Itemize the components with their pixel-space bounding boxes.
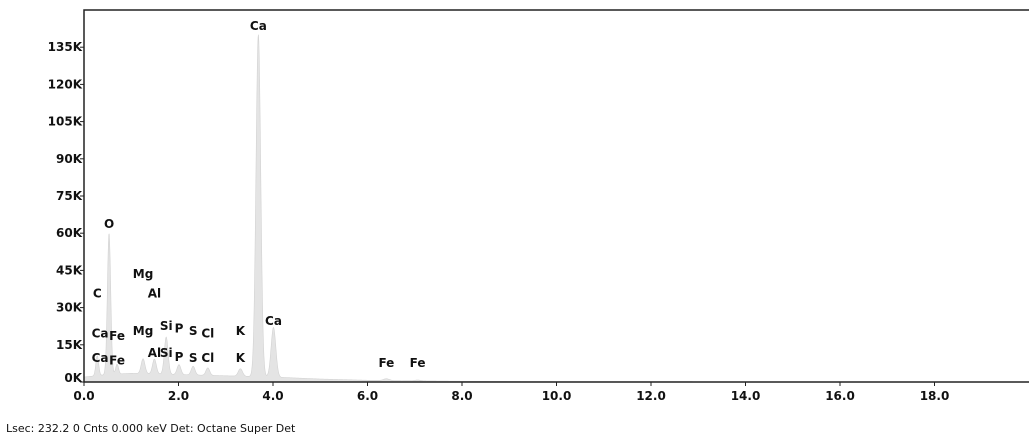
peak-label-p: P <box>175 321 184 335</box>
peak-label-ca: Ca <box>92 326 109 340</box>
x-tick-label: 10.0 <box>542 389 572 403</box>
peak-label-s: S <box>189 324 198 338</box>
y-tick-label: 75K <box>56 189 83 203</box>
x-tick-label: 0.0 <box>73 389 94 403</box>
peak-label-si: Si <box>160 319 173 333</box>
peak-label-p: P <box>175 350 184 364</box>
x-tick-label: 2.0 <box>168 389 189 403</box>
peak-label-mg: Mg <box>133 324 154 338</box>
peak-label-ca: Ca <box>265 314 282 328</box>
peak-label-al: Al <box>148 287 161 301</box>
y-tick-label: 45K <box>56 263 83 277</box>
peak-label-c: C <box>93 287 102 301</box>
y-tick-label: 60K <box>56 226 83 240</box>
peak-label-fe: Fe <box>410 356 426 370</box>
x-tick-label: 6.0 <box>357 389 378 403</box>
y-tick-label: 0K <box>64 371 82 385</box>
x-tick-label: 12.0 <box>636 389 666 403</box>
peak-label-ca: Ca <box>250 19 267 33</box>
x-axis: 0.0 2.0 4.0 6.0 8.0 10.0 12.0 14.0 16.0 18.0 <box>73 382 949 403</box>
peak-label-cl: Cl <box>201 326 214 340</box>
peak-label-si: Si <box>160 346 173 360</box>
y-tick-label: 90K <box>56 152 83 166</box>
peak-label-fe: Fe <box>378 356 394 370</box>
acquisition-footer: Lsec: 232.2 0 Cnts 0.000 keV Det: Octane… <box>6 422 296 435</box>
y-axis: 0K 15K 30K 45K 60K 75K 90K 105K 120K 135K <box>48 40 84 385</box>
y-tick-label: 135K <box>48 40 83 54</box>
peak-label-k: K <box>236 324 246 338</box>
peak-label-o: O <box>104 217 114 231</box>
y-tick-label: 15K <box>56 338 83 352</box>
y-tick-label: 105K <box>48 115 83 129</box>
x-tick-label: 8.0 <box>451 389 472 403</box>
y-tick-label: 30K <box>56 301 83 315</box>
x-tick-label: 18.0 <box>920 389 950 403</box>
peak-label-fe: Fe <box>109 329 125 343</box>
peak-label-mg: Mg <box>133 267 154 281</box>
x-tick-label: 16.0 <box>825 389 855 403</box>
peak-label-s: S <box>189 351 198 365</box>
peak-label-cl: Cl <box>201 351 214 365</box>
peak-label-al: Al <box>148 346 161 360</box>
x-tick-label: 4.0 <box>262 389 283 403</box>
peak-label-k: K <box>236 351 246 365</box>
y-tick-label: 120K <box>48 77 83 91</box>
x-tick-label: 14.0 <box>731 389 761 403</box>
peak-label-fe: Fe <box>109 354 125 368</box>
peak-label-ca: Ca <box>92 351 109 365</box>
